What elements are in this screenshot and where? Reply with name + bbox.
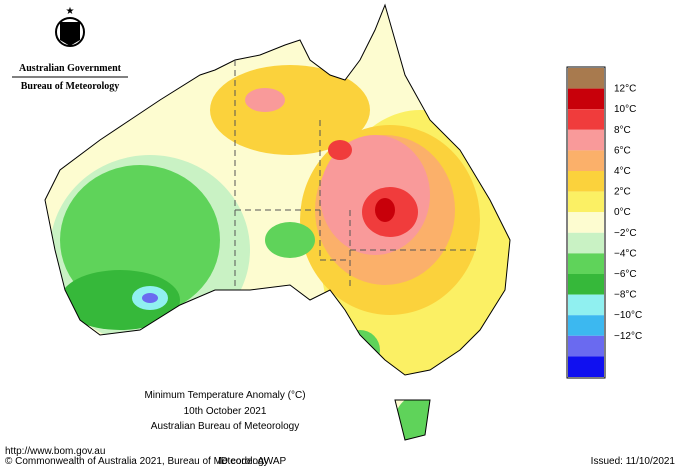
legend-swatch [568,315,604,336]
legend-label: −2°C [614,228,637,239]
map-title: Minimum Temperature Anomaly (°C) [144,390,305,401]
legend-swatch [568,171,604,192]
legend-label: 6°C [614,145,631,156]
copyright: © Commonwealth of Australia 2021, Bureau… [5,456,269,467]
legend-swatch [568,191,604,213]
legend-swatch [568,274,604,295]
legend-swatch [568,253,604,274]
legend-label: −10°C [614,310,642,321]
legend-swatch [568,109,604,130]
legend-label: 10°C [614,104,636,115]
legend-swatch [568,232,604,254]
legend-swatch [568,68,604,89]
agency-name: Bureau of Meteorology [21,81,120,92]
legend-swatch [568,212,604,233]
legend-swatch [568,88,604,110]
legend-swatch [568,294,604,316]
legend: 12°C 10°C 8°C 6°C 4°C 2°C 0°C −2°C −4°C −6°C −8°C −… [566,66,642,379]
legend-label: −6°C [614,269,637,280]
legend-label: 12°C [614,84,636,95]
legend-label: 0°C [614,207,631,218]
legend-label: 8°C [614,125,631,136]
legend-label: −8°C [614,290,637,301]
legend-swatch [568,150,604,171]
map-source: Australian Bureau of Meteorology [151,421,299,432]
svg-text:★: ★ [66,6,75,17]
legend-label: −12°C [614,331,642,342]
crest: ★ [55,6,85,47]
legend-frame [566,66,606,379]
state-borders [234,60,480,290]
issued: Issued: 11/10/2021 [591,456,676,467]
legend-label: 4°C [614,166,631,177]
id-code: ID code: AWAP [218,456,287,467]
map-date: 10th October 2021 [184,406,267,417]
legend-label: −4°C [614,248,637,259]
legend-swatch [568,335,604,357]
legend-swatch [568,129,604,151]
government-name: Australian Government [19,63,122,74]
url: http://www.bom.gov.au [5,446,105,457]
legend-label: 2°C [614,187,631,198]
legend-swatch [568,356,604,377]
